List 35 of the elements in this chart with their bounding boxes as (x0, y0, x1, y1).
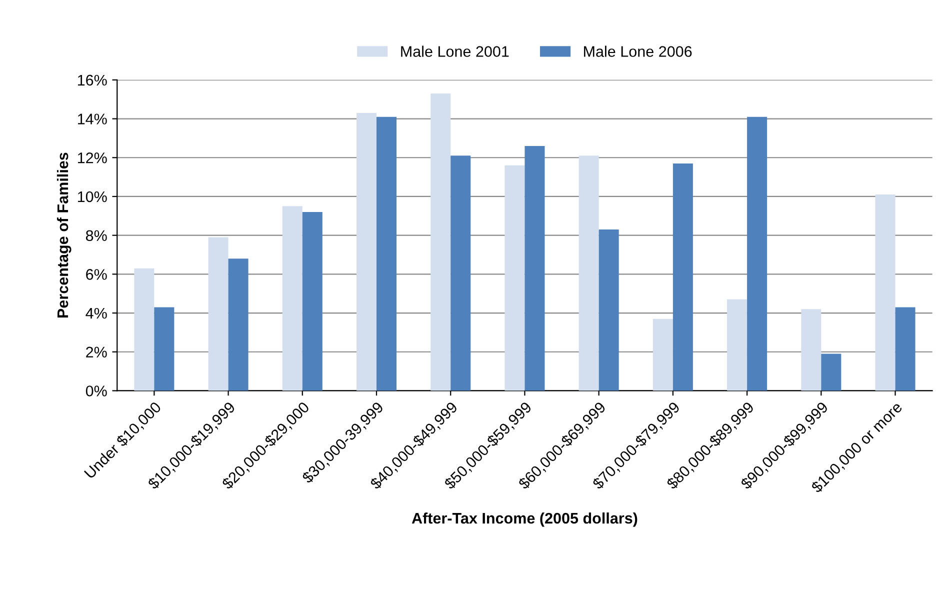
bar (228, 258, 248, 391)
bar (875, 194, 896, 391)
bar (302, 212, 322, 391)
bar (747, 116, 768, 391)
bar (504, 165, 525, 391)
bar (598, 229, 619, 391)
bar (450, 156, 471, 391)
bar (356, 112, 377, 391)
y-tick-label: 2% (86, 346, 107, 358)
y-tick-label: 8% (86, 230, 107, 242)
bar (672, 163, 693, 391)
bar (895, 307, 916, 391)
bar (376, 116, 397, 391)
y-axis-title: Percentage of Families (56, 152, 72, 318)
bar (524, 146, 545, 391)
bar (652, 318, 673, 391)
bar (430, 94, 451, 391)
y-tick-label: 10% (78, 191, 107, 202)
bar (578, 156, 599, 391)
legend-label: Male Lone 2001 (401, 46, 509, 57)
y-tick-label: 14% (78, 114, 107, 124)
y-tick-label: 0% (86, 386, 107, 396)
bar (727, 299, 748, 391)
bar (134, 268, 154, 391)
bar (821, 354, 842, 391)
y-tick-label: 16% (78, 74, 107, 86)
bar (282, 206, 302, 391)
bar (154, 307, 174, 391)
y-tick-label: 12% (78, 152, 107, 164)
legend-label: Male Lone 2006 (584, 46, 692, 57)
y-tick-label: 6% (86, 269, 107, 280)
x-axis-title: After-Tax Income (2005 dollars) (412, 512, 638, 527)
y-tick-label: 4% (86, 308, 107, 319)
bar (801, 309, 822, 391)
bar (208, 237, 228, 391)
